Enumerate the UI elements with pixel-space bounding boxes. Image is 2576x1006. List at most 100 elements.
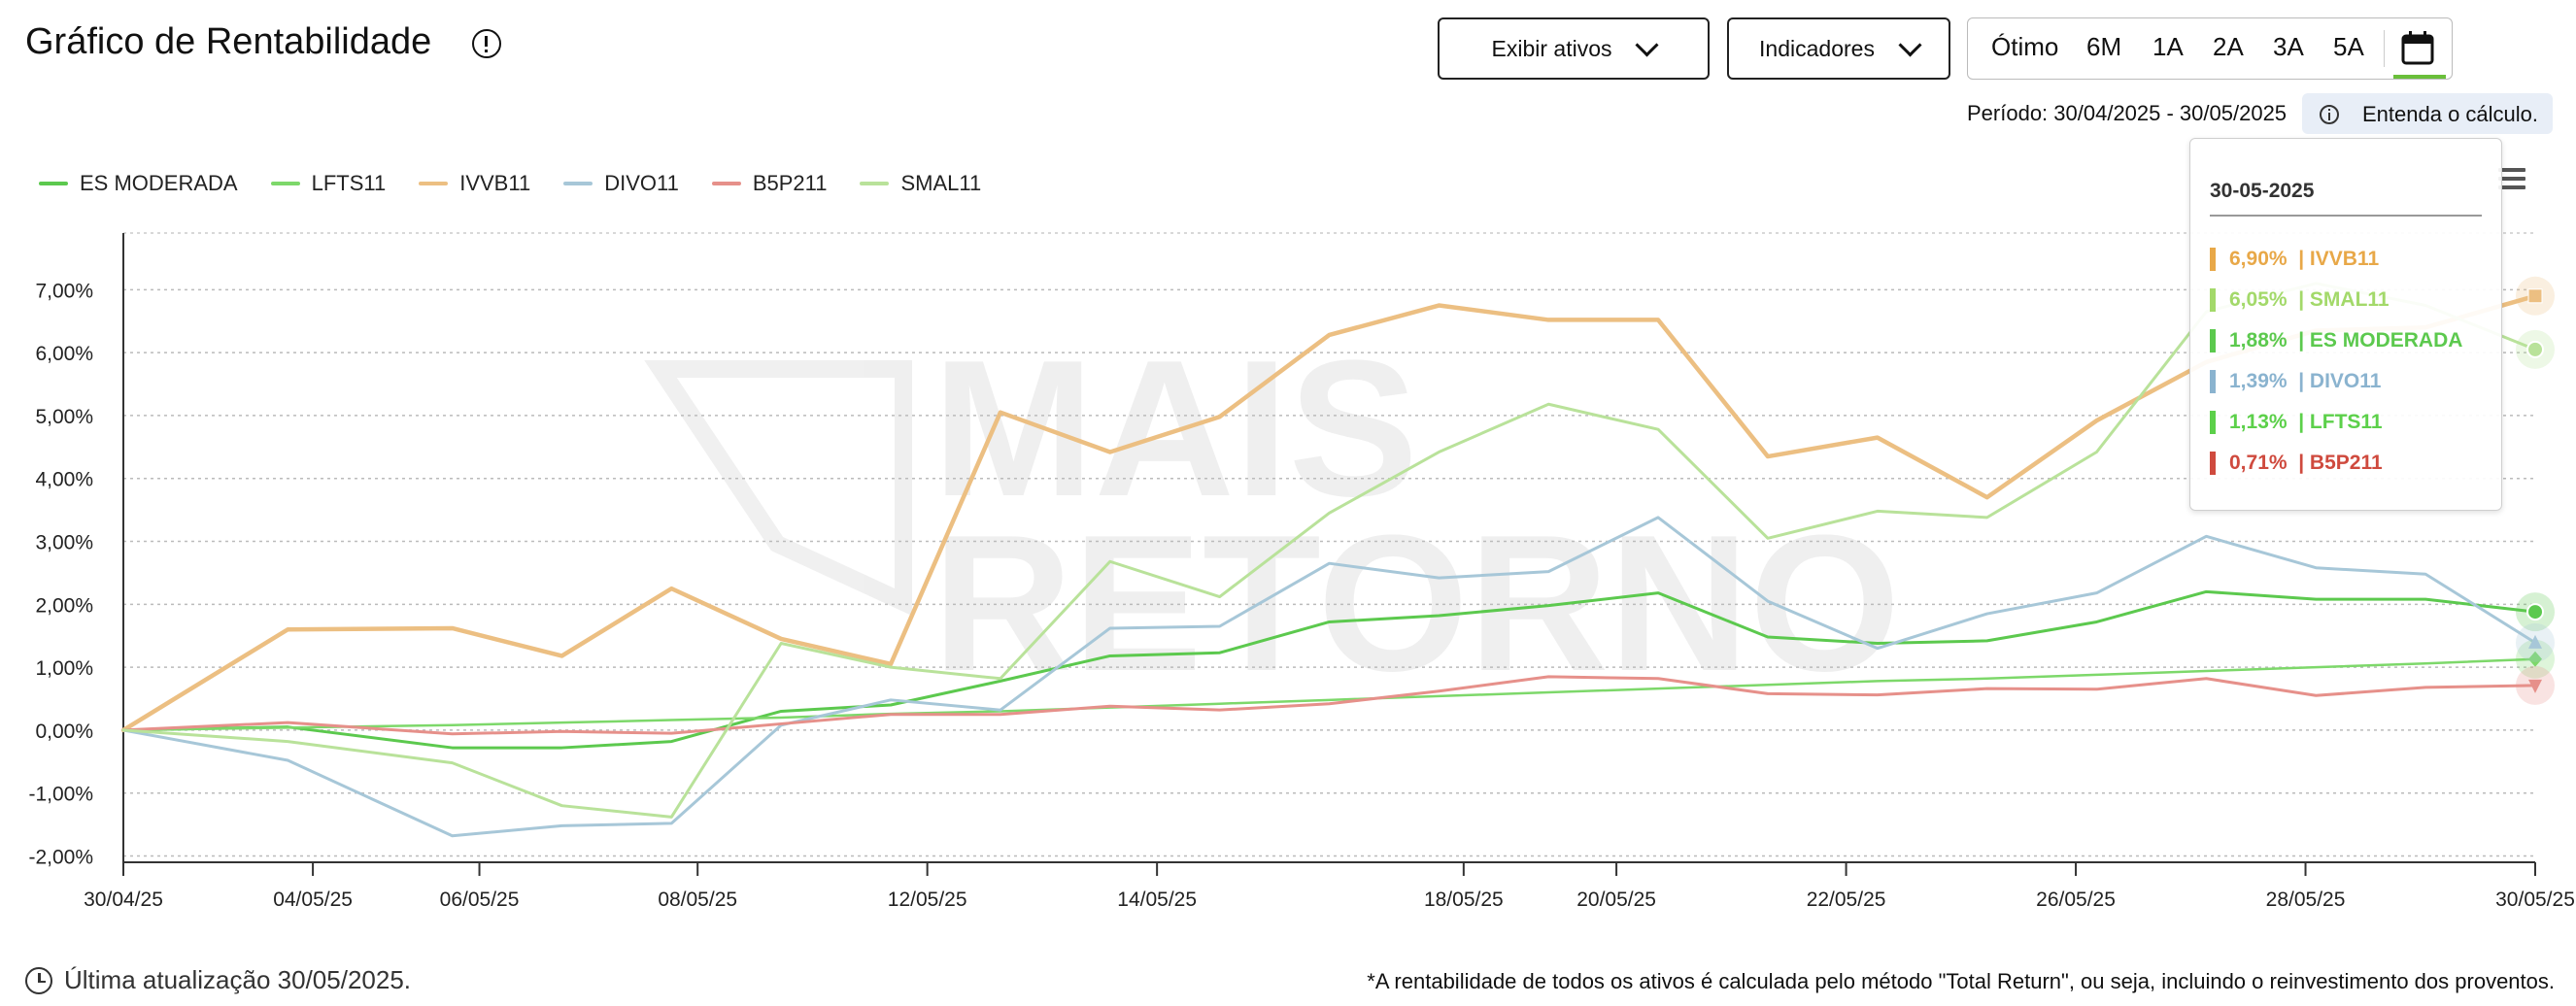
legend-swatch (860, 182, 890, 185)
legend-item-lfts11[interactable]: LFTS11 (270, 171, 387, 196)
tooltip-value: 6,05% | SMAL11 (2229, 288, 2390, 311)
range-1a[interactable]: 1A (2152, 32, 2184, 61)
x-tick-label: 04/05/25 (273, 889, 353, 911)
tooltip-value: 6,90% | IVVB11 (2229, 248, 2380, 270)
legend-label: SMAL11 (900, 171, 982, 195)
legend-label: DIVO11 (604, 171, 679, 195)
series-line-divo11 (121, 516, 2537, 838)
x-tick-label: 22/05/25 (1807, 889, 1886, 911)
x-tick-label: 28/05/25 (2266, 889, 2346, 911)
y-tick-label: 5,00% (35, 406, 93, 428)
watermark-text: RETORNO (932, 495, 1900, 712)
tooltip-row: 1,39% | DIVO11 (2210, 370, 2381, 393)
y-tick-label: -1,00% (28, 784, 93, 806)
exibir-ativos-label: Exibir ativos (1491, 35, 1612, 61)
series-line-b5p211 (121, 675, 2537, 736)
legend-label: LFTS11 (311, 171, 387, 195)
y-tick-label: 1,00% (35, 657, 93, 680)
tooltip-color-bar (2210, 248, 2216, 271)
range-divider (2384, 30, 2385, 67)
x-tick-label: 20/05/25 (1576, 889, 1656, 911)
marker-b5p211 (2528, 679, 2542, 693)
chart-tooltip: 30-05-2025 6,90% | IVVB11 6,05% | SMAL11 1… (2189, 138, 2502, 511)
tooltip-row: 6,05% | SMAL11 (2210, 288, 2390, 312)
marker-ivvb11 (2527, 288, 2543, 304)
legend-item-b5p211[interactable]: B5P211 (711, 171, 828, 196)
x-tick-label: 26/05/25 (2036, 889, 2116, 911)
footnote: *A rentabilidade de todos os ativos é ca… (1367, 969, 2555, 993)
tooltip-row: 1,88% | ES MODERADA (2210, 329, 2462, 352)
legend-item-divo11[interactable]: DIVO11 (563, 171, 679, 196)
legend-swatch (419, 182, 449, 185)
legend-item-es-moderada[interactable]: ES MODERADA (39, 171, 238, 196)
series-line-ivvb11 (120, 293, 2538, 733)
y-tick-label: 4,00% (35, 469, 93, 491)
range-3a[interactable]: 3A (2273, 32, 2304, 61)
tooltip-color-bar (2210, 329, 2216, 352)
tooltip-value: 0,71% | B5P211 (2229, 452, 2383, 474)
info-icon[interactable] (472, 29, 501, 58)
marker-lfts11 (2528, 651, 2542, 667)
chart-menu-icon[interactable] (2498, 168, 2525, 197)
tooltip-color-bar (2210, 452, 2216, 475)
info-icon (2320, 105, 2339, 124)
tooltip-value: 1,13% | LFTS11 (2229, 411, 2383, 433)
y-tick-label: 6,00% (35, 343, 93, 365)
legend-swatch (563, 182, 593, 185)
legend-swatch (270, 182, 300, 185)
legend-swatch (711, 182, 741, 185)
y-tick-label: 7,00% (35, 280, 93, 302)
x-tick-label: 06/05/25 (440, 889, 520, 911)
range-5a[interactable]: 5A (2333, 32, 2364, 61)
exibir-ativos-dropdown[interactable]: Exibir ativos (1438, 17, 1710, 80)
marker-smal11 (2526, 340, 2544, 358)
legend-label: B5P211 (752, 171, 828, 195)
range-otimo[interactable]: Ótimo (1991, 32, 2059, 61)
tooltip-value: 1,88% | ES MODERADA (2229, 329, 2463, 352)
y-tick-label: 2,00% (35, 594, 93, 617)
x-tick-label: 30/05/25 (2495, 889, 2575, 911)
active-range-indicator (2393, 75, 2446, 79)
tooltip-color-bar (2210, 370, 2216, 393)
period-range-selector: Ótimo 6M 1A 2A 3A 5A (1967, 17, 2453, 80)
watermark-shape (644, 360, 912, 617)
legend-item-ivvb11[interactable]: IVVB11 (419, 171, 530, 196)
watermark-text: MAIS (932, 320, 1418, 537)
page-title: Gráfico de Rentabilidade (25, 21, 432, 62)
entenda-calculo-button[interactable]: Entenda o cálculo. (2302, 93, 2553, 134)
last-update: Última atualização 30/05/2025. (25, 965, 411, 995)
range-6m[interactable]: 6M (2086, 32, 2122, 61)
legend-label: ES MODERADA (80, 171, 238, 195)
y-tick-label: -2,00% (28, 847, 93, 869)
legend-label: IVVB11 (459, 171, 531, 195)
y-tick-label: 0,00% (35, 721, 93, 743)
tooltip-value: 1,39% | DIVO11 (2229, 370, 2382, 392)
y-tick-label: 3,00% (35, 532, 93, 554)
x-tick-label: 14/05/25 (1117, 889, 1197, 911)
tooltip-date: 30-05-2025 (2210, 180, 2315, 202)
indicadores-dropdown[interactable]: Indicadores (1727, 17, 1950, 80)
calendar-icon[interactable] (2401, 30, 2434, 65)
x-tick-label: 18/05/25 (1424, 889, 1504, 911)
legend-item-smal11[interactable]: SMAL11 (860, 171, 981, 196)
last-update-text: Última atualização 30/05/2025. (64, 965, 412, 994)
clock-icon (25, 966, 52, 994)
tooltip-color-bar (2210, 288, 2216, 312)
series-line-es-moderada (121, 589, 2537, 750)
legend-swatch (39, 182, 68, 185)
series-line-smal11 (121, 282, 2537, 819)
period-text: Período: 30/04/2025 - 30/05/2025 (1967, 101, 2288, 125)
range-2a[interactable]: 2A (2213, 32, 2244, 61)
x-tick-label: 30/04/25 (84, 889, 163, 911)
marker-divo11 (2528, 634, 2542, 649)
x-tick-label: 08/05/25 (658, 889, 737, 911)
chart-legend: ES MODERADA LFTS11 IVVB11 DIVO11 B5P211 SMAL1… (39, 171, 1014, 196)
tooltip-row: 1,13% | LFTS11 (2210, 411, 2383, 434)
entenda-calculo-label: Entenda o cálculo. (2362, 102, 2539, 126)
tooltip-color-bar (2210, 411, 2216, 434)
marker-es-moderada (2526, 603, 2544, 621)
tooltip-row: 6,90% | IVVB11 (2210, 248, 2379, 271)
tooltip-divider (2210, 215, 2482, 217)
